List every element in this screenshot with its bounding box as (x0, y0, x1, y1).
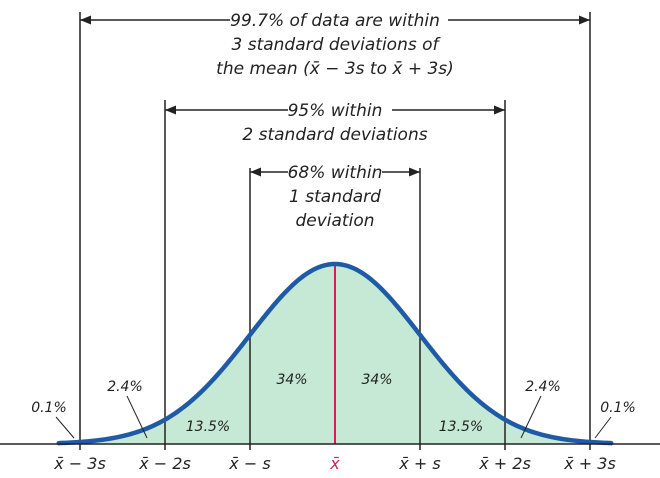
axis-label-plus-1s: x̄ + s (398, 454, 440, 473)
axis-label-minus-1s: x̄ − s (228, 454, 270, 473)
percent-middle-left: 13.5% (186, 419, 230, 435)
leader-outer-left (126, 395, 148, 439)
percent-middle-right: 13.5% (439, 419, 483, 435)
percent-inner-right: 34% (361, 372, 392, 388)
percent-tail-right: 0.1% (600, 400, 636, 416)
two-sd-annotation-line1: 95% within (288, 101, 383, 121)
percent-outer-right: 2.4% (525, 379, 561, 395)
one-sd-annotation-line2: 1 standard (289, 187, 381, 207)
arrow-two-sd-left-head (165, 105, 176, 115)
arrow-three-sd-left-head (80, 15, 91, 25)
one-sd-annotation-line3: deviation (295, 211, 374, 231)
arrow-two-sd-right-head (494, 105, 505, 115)
leader-tail-left (55, 416, 75, 439)
axis-label-minus-3s: x̄ − 3s (53, 454, 106, 473)
bell-curve (56, 261, 614, 446)
arrow-one-sd-right-head (409, 167, 420, 177)
leader-tail-right (594, 416, 612, 439)
arrow-one-sd-left-head (250, 167, 261, 177)
percent-outer-left: 2.4% (107, 379, 143, 395)
two-sd-annotation-line2: 2 standard deviations (242, 125, 427, 145)
three-sd-annotation-line2: 3 standard deviations of (232, 35, 442, 55)
axis-label-plus-2s: x̄ + 2s (478, 454, 531, 473)
arrow-three-sd-right-head (579, 15, 590, 25)
percent-inner-left: 34% (276, 372, 307, 388)
percent-tail-left: 0.1% (31, 400, 67, 416)
leader-outer-right (520, 395, 542, 439)
three-sd-annotation-line3: the mean (x̄ − 3s to x̄ + 3s) (216, 59, 454, 79)
one-sd-annotation-line1: 68% within (288, 163, 383, 183)
axis-label-mean: x̄ (329, 454, 340, 473)
axis-label-plus-3s: x̄ + 3s (563, 454, 616, 473)
axis-label-minus-2s: x̄ − 2s (138, 454, 191, 473)
three-sd-annotation-line1: 99.7% of data are within (230, 11, 440, 31)
